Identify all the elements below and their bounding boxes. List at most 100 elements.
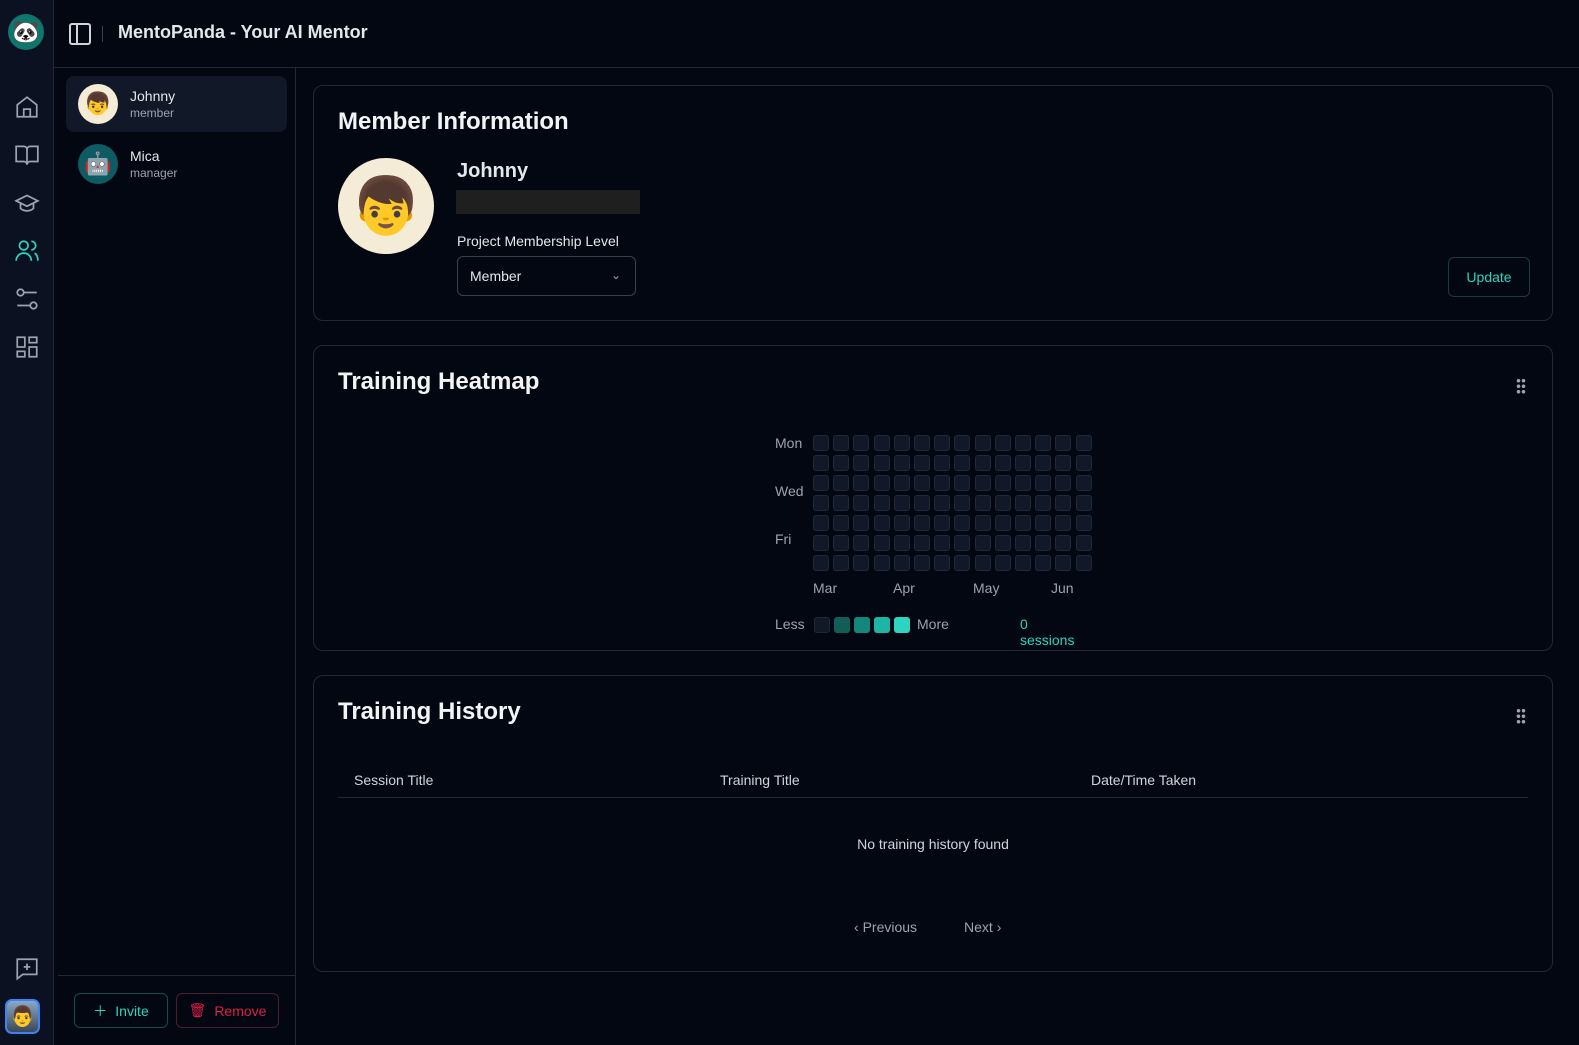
heatmap-cell[interactable] [1055,495,1072,511]
heatmap-cell[interactable] [893,555,910,571]
graduation-cap-icon[interactable] [14,190,40,216]
heatmap-cell[interactable] [853,535,870,551]
heatmap-cell[interactable] [853,475,870,491]
heatmap-cell[interactable] [1075,475,1092,491]
heatmap-cell[interactable] [974,515,991,531]
membership-level-select[interactable]: Member ⌄ [457,256,636,296]
heatmap-cell[interactable] [954,495,971,511]
heatmap-cell[interactable] [974,455,991,471]
heatmap-cell[interactable] [954,475,971,491]
heatmap-cell[interactable] [1035,535,1052,551]
heatmap-cell[interactable] [873,495,890,511]
column-header[interactable]: Session Title [354,772,434,788]
heatmap-cell[interactable] [833,495,850,511]
heatmap-cell[interactable] [853,455,870,471]
heatmap-cell[interactable] [813,475,829,491]
heatmap-cell[interactable] [954,455,971,471]
member-item-mica[interactable]: 🤖 Mica manager [66,136,287,192]
heatmap-cell[interactable] [994,535,1011,551]
heatmap-cell[interactable] [1075,555,1092,571]
heatmap-cell[interactable] [994,495,1011,511]
heatmap-cell[interactable] [1055,515,1072,531]
heatmap-cell[interactable] [833,555,850,571]
heatmap-cell[interactable] [813,515,829,531]
heatmap-cell[interactable] [914,535,930,551]
heatmap-cell[interactable] [873,555,890,571]
heatmap-cell[interactable] [813,435,829,451]
heatmap-cell[interactable] [893,435,910,451]
heatmap-cell[interactable] [1075,495,1092,511]
heatmap-cell[interactable] [1075,455,1092,471]
remove-button[interactable]: 🗑 Remove [176,993,279,1028]
heatmap-cell[interactable] [893,515,910,531]
heatmap-cell[interactable] [934,535,951,551]
heatmap-cell[interactable] [954,555,971,571]
heatmap-cell[interactable] [1015,455,1031,471]
heatmap-cell[interactable] [833,455,850,471]
heatmap-cell[interactable] [893,495,910,511]
sidebar-toggle-icon[interactable] [69,23,91,45]
heatmap-cell[interactable] [974,535,991,551]
heatmap-cell[interactable] [853,495,870,511]
update-button[interactable]: Update [1448,257,1530,297]
heatmap-cell[interactable] [1035,555,1052,571]
heatmap-cell[interactable] [1015,535,1031,551]
heatmap-cell[interactable] [873,475,890,491]
heatmap-cell[interactable] [914,555,930,571]
heatmap-cell[interactable] [1055,555,1072,571]
heatmap-cell[interactable] [813,555,829,571]
heatmap-cell[interactable] [853,515,870,531]
heatmap-cell[interactable] [893,475,910,491]
heatmap-cell[interactable] [853,435,870,451]
heatmap-cell[interactable] [813,535,829,551]
drag-handle-icon[interactable] [1516,378,1526,394]
heatmap-cell[interactable] [1035,515,1052,531]
users-icon[interactable] [14,238,40,264]
heatmap-cell[interactable] [833,435,850,451]
book-open-icon[interactable] [14,142,40,168]
heatmap-cell[interactable] [1035,475,1052,491]
heatmap-cell[interactable] [833,475,850,491]
heatmap-cell[interactable] [934,495,951,511]
heatmap-cell[interactable] [974,555,991,571]
heatmap-cell[interactable] [1075,515,1092,531]
heatmap-cell[interactable] [934,435,951,451]
heatmap-cell[interactable] [934,475,951,491]
heatmap-cell[interactable] [934,555,951,571]
dashboard-grid-icon[interactable] [14,334,40,360]
heatmap-cell[interactable] [974,475,991,491]
heatmap-cell[interactable] [873,435,890,451]
heatmap-cell[interactable] [994,555,1011,571]
heatmap-cell[interactable] [1015,435,1031,451]
heatmap-cell[interactable] [873,535,890,551]
heatmap-cell[interactable] [1055,535,1072,551]
heatmap-cell[interactable] [934,455,951,471]
mentopanda-logo[interactable]: 🐼 [8,14,44,50]
heatmap-cell[interactable] [914,435,930,451]
home-icon[interactable] [14,94,40,120]
heatmap-cell[interactable] [1015,555,1031,571]
heatmap-cell[interactable] [914,455,930,471]
heatmap-cell[interactable] [954,435,971,451]
heatmap-cell[interactable] [934,515,951,531]
heatmap-cell[interactable] [994,475,1011,491]
invite-button[interactable]: ＋ Invite [74,993,168,1028]
heatmap-cell[interactable] [853,555,870,571]
heatmap-cell[interactable] [994,435,1011,451]
heatmap-cell[interactable] [914,475,930,491]
heatmap-cell[interactable] [873,455,890,471]
heatmap-cell[interactable] [954,515,971,531]
column-header[interactable]: Training Title [720,772,800,788]
heatmap-cell[interactable] [873,515,890,531]
column-header[interactable]: Date/Time Taken [1091,772,1197,788]
previous-button[interactable]: ‹ Previous [854,919,917,935]
heatmap-cell[interactable] [954,535,971,551]
heatmap-cell[interactable] [893,535,910,551]
heatmap-cell[interactable] [1015,475,1031,491]
heatmap-cell[interactable] [833,535,850,551]
heatmap-cell[interactable] [914,515,930,531]
sliders-icon[interactable] [14,286,40,312]
heatmap-cell[interactable] [1075,535,1092,551]
heatmap-cell[interactable] [1055,455,1072,471]
heatmap-cell[interactable] [813,495,829,511]
